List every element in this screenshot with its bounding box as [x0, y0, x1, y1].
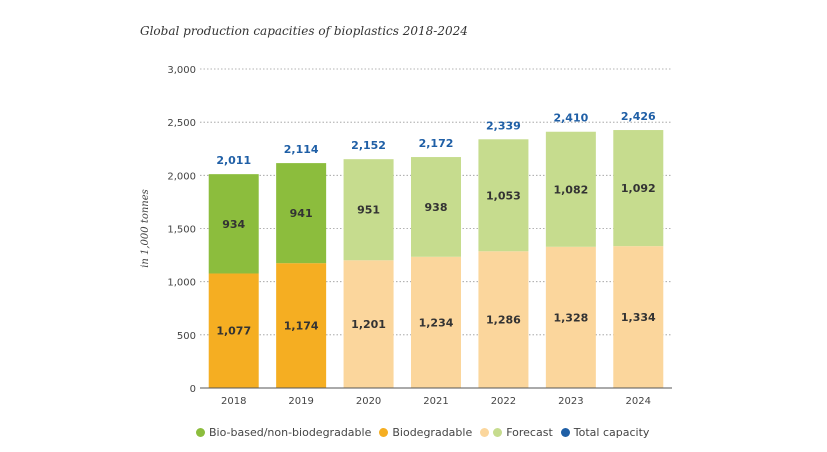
bar-segment — [208, 174, 259, 274]
bar-segment — [343, 159, 394, 261]
legend-label-biodegradable: Biodegradable — [392, 426, 473, 439]
total-label: 2,152 — [351, 139, 386, 152]
legend-label-forecast: Forecast — [506, 426, 553, 439]
bar-segment — [208, 273, 259, 388]
chart-title: Global production capacities of bioplast… — [140, 24, 468, 38]
legend-swatch-forecast-orange — [480, 428, 490, 437]
y-axis-label: in 1,000 tonnes — [140, 189, 151, 268]
bar-segment — [411, 256, 461, 388]
bar-value-label: 1,092 — [621, 182, 656, 195]
legend-swatch-bio-based — [196, 428, 205, 437]
y-tick-label: 500 — [177, 331, 196, 342]
bar-value-label: 1,174 — [284, 320, 319, 333]
bar-segment — [545, 131, 596, 247]
bar-value-label: 1,234 — [419, 316, 454, 329]
bar-value-label: 934 — [222, 218, 245, 231]
total-label: 2,114 — [284, 143, 319, 156]
x-tick-label: 2022 — [491, 396, 516, 407]
y-tick-label: 2,000 — [167, 171, 196, 182]
bar-value-label: 1,201 — [351, 318, 386, 331]
total-label: 2,410 — [553, 112, 588, 125]
bar-value-label: 1,286 — [486, 314, 521, 327]
bar-segment — [276, 263, 327, 388]
legend-swatch-forecast-green — [493, 428, 503, 437]
x-tick-label: 2020 — [356, 396, 381, 407]
bar-value-label: 938 — [425, 201, 448, 214]
y-tick-label: 1,000 — [167, 278, 196, 289]
total-label: 2,172 — [419, 137, 454, 150]
total-label: 2,426 — [621, 110, 656, 123]
total-label: 2,339 — [486, 119, 521, 132]
bar-segment — [613, 246, 664, 388]
legend-item-biodegradable: Biodegradable — [379, 426, 472, 439]
bar-value-label: 1,328 — [553, 311, 588, 324]
bar-value-label: 1,082 — [553, 183, 588, 196]
y-tick-label: 2,500 — [167, 118, 196, 129]
legend-item-bio-based: Bio-based/non-biodegradable — [196, 426, 371, 439]
bar-segment — [613, 130, 664, 247]
bar-segment — [343, 260, 394, 388]
bar-value-label: 941 — [290, 207, 313, 220]
x-tick-label: 2023 — [558, 396, 583, 407]
legend-swatch-biodegradable — [379, 428, 389, 437]
legend-label-bio-based: Bio-based/non-biodegradable — [209, 426, 372, 439]
bar-value-label: 951 — [357, 204, 380, 217]
legend-swatch-total — [560, 428, 570, 437]
x-tick-label: 2019 — [288, 396, 313, 407]
total-label: 2,011 — [216, 154, 251, 167]
y-tick-label: 3,000 — [167, 65, 196, 76]
bar-segment — [545, 246, 596, 388]
x-tick-label: 2024 — [626, 396, 651, 407]
bar-value-label: 1,077 — [216, 325, 251, 338]
bar-value-label: 1,053 — [486, 189, 521, 202]
y-tick-label: 1,500 — [167, 225, 196, 236]
bar-segment — [411, 157, 461, 257]
bar-segment — [276, 163, 327, 264]
bar-segment — [478, 251, 529, 388]
bar-segment — [478, 139, 529, 252]
legend-label-total-capacity: Total capacity — [573, 426, 650, 439]
y-tick-label: 0 — [190, 384, 196, 395]
chart-legend: Bio-based/non-biodegradable Biodegradabl… — [196, 426, 657, 439]
legend-item-total-capacity: Total capacity — [560, 426, 650, 439]
x-tick-label: 2018 — [221, 396, 246, 407]
legend-item-forecast: Forecast — [480, 426, 553, 439]
bar-value-label: 1,334 — [621, 311, 656, 324]
x-tick-label: 2021 — [423, 396, 448, 407]
